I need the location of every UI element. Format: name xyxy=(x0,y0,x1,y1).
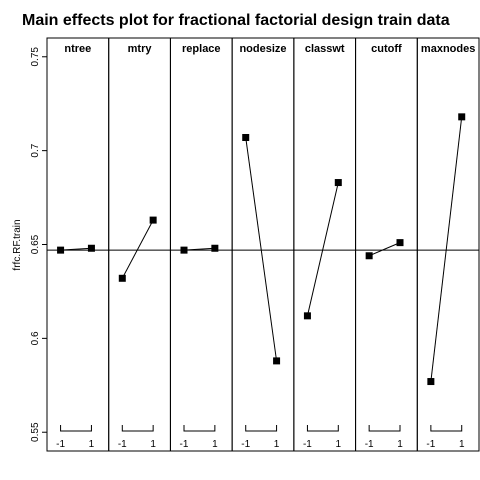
x-tick-label: -1 xyxy=(56,439,65,450)
panel-cutoff: cutoff -1 1 xyxy=(355,37,418,452)
data-point xyxy=(427,378,435,386)
x-tick-label: 1 xyxy=(397,439,403,450)
x-tick-label: -1 xyxy=(426,439,435,450)
panel-frame xyxy=(231,37,295,452)
data-point xyxy=(303,312,311,320)
effect-line xyxy=(121,219,154,279)
y-axis-label: frfc.RF.train xyxy=(12,219,23,270)
panel-label: mtry xyxy=(128,43,153,55)
y-tick-label: 0.75 xyxy=(30,47,41,67)
x-tick-label: -1 xyxy=(180,439,189,450)
panel-label: nodesize xyxy=(239,43,286,55)
data-point xyxy=(273,357,281,365)
x-axis-bracket xyxy=(368,425,401,432)
x-axis-bracket xyxy=(121,425,154,432)
data-point xyxy=(180,246,188,254)
data-point xyxy=(242,133,250,141)
data-point xyxy=(396,239,404,247)
x-axis-bracket xyxy=(306,425,339,432)
panel-label: replace xyxy=(182,43,221,55)
data-point xyxy=(365,252,373,260)
panel-label: cutoff xyxy=(371,43,402,55)
panel-mtry: mtry -1 1 xyxy=(108,37,171,452)
x-tick-label: -1 xyxy=(118,439,127,450)
effect-line xyxy=(306,182,339,316)
data-point xyxy=(118,274,126,282)
panel-ntree: ntree -1 1 xyxy=(46,37,110,452)
x-tick-label: 1 xyxy=(212,439,218,450)
x-tick-label: -1 xyxy=(365,439,374,450)
effect-line xyxy=(183,247,215,251)
panel-frame xyxy=(46,37,110,452)
x-tick-label: -1 xyxy=(303,439,312,450)
effect-line xyxy=(430,116,463,382)
panel-nodesize: nodesize -1 1 xyxy=(231,37,295,452)
panel-frame xyxy=(108,37,171,452)
panel-frame xyxy=(355,37,418,452)
y-tick-label: 0.6 xyxy=(30,331,41,345)
effect-line xyxy=(60,247,92,251)
data-point xyxy=(334,179,342,187)
panel-maxnodes: maxnodes -1 1 xyxy=(416,37,480,452)
x-axis-bracket xyxy=(60,425,92,432)
panel-frame xyxy=(169,37,233,452)
data-point xyxy=(211,244,219,252)
data-point xyxy=(149,216,157,224)
x-tick-label: 1 xyxy=(336,439,342,450)
x-tick-label: -1 xyxy=(241,439,250,450)
effect-line xyxy=(368,242,401,257)
effect-line xyxy=(245,137,278,361)
panel-label: maxnodes xyxy=(421,43,475,55)
y-tick-label: 0.55 xyxy=(30,422,41,442)
panel-label: ntree xyxy=(64,43,91,55)
panel-label: classwt xyxy=(305,43,345,55)
y-tick-label: 0.65 xyxy=(30,234,41,254)
x-axis-bracket xyxy=(245,425,278,432)
x-tick-label: 1 xyxy=(459,439,465,450)
panel-classwt: classwt -1 1 xyxy=(293,37,357,452)
x-axis-bracket xyxy=(183,425,216,432)
y-axis: 0.55 0.6 0.65 0.7 0.75 xyxy=(30,47,47,442)
x-axis-bracket xyxy=(430,425,463,432)
panel-frame xyxy=(293,37,357,452)
data-point xyxy=(57,246,65,254)
data-point xyxy=(458,113,466,121)
data-point xyxy=(87,244,95,252)
panel-replace: replace -1 1 xyxy=(169,37,233,452)
x-tick-label: 1 xyxy=(150,439,156,450)
y-tick-label: 0.7 xyxy=(30,143,41,157)
x-tick-label: 1 xyxy=(274,439,280,450)
panel-frame xyxy=(416,37,480,452)
chart-title: Main effects plot for fractional factori… xyxy=(22,12,450,29)
x-tick-label: 1 xyxy=(89,439,95,450)
